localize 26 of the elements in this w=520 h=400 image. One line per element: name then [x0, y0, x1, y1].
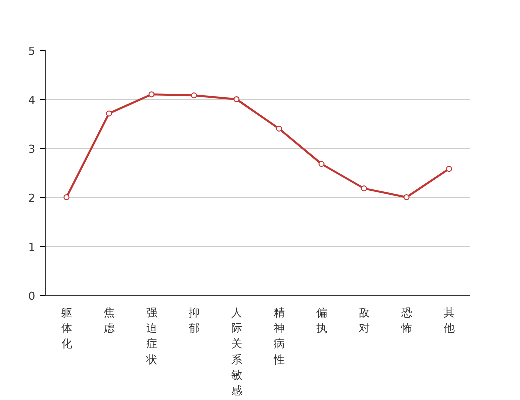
- y-tick-label: 2: [28, 192, 36, 205]
- x-tick-label: 强迫症状: [145, 306, 158, 366]
- point: [106, 110, 112, 117]
- x-tick-label: 精神病性: [272, 306, 285, 366]
- point: [64, 194, 70, 200]
- x-tick-label: 恐怖: [400, 306, 412, 336]
- point: [234, 96, 240, 102]
- point: [404, 194, 410, 200]
- x-tick-label: 人际关系敏感: [231, 306, 242, 398]
- x-tick-label: 焦虑: [104, 306, 115, 336]
- x-tick-label: 其他: [444, 306, 455, 336]
- x-tick-label: 敌对: [358, 306, 370, 336]
- y-tick-label: 3: [28, 143, 36, 156]
- y-tick-label: 0: [28, 290, 36, 303]
- point: [446, 166, 452, 172]
- point: [148, 92, 155, 98]
- point: [318, 161, 325, 168]
- y-tick-label: 5: [28, 45, 36, 58]
- point: [276, 126, 282, 132]
- y-tick-label: 1: [28, 241, 36, 254]
- x-tick-label: 躯体化: [61, 306, 72, 351]
- point: [361, 186, 368, 192]
- point: [191, 92, 198, 99]
- x-tick-label: 偏执: [316, 306, 328, 336]
- x-tick-label: 抑郁: [188, 306, 200, 336]
- y-tick-label: 4: [28, 94, 36, 107]
